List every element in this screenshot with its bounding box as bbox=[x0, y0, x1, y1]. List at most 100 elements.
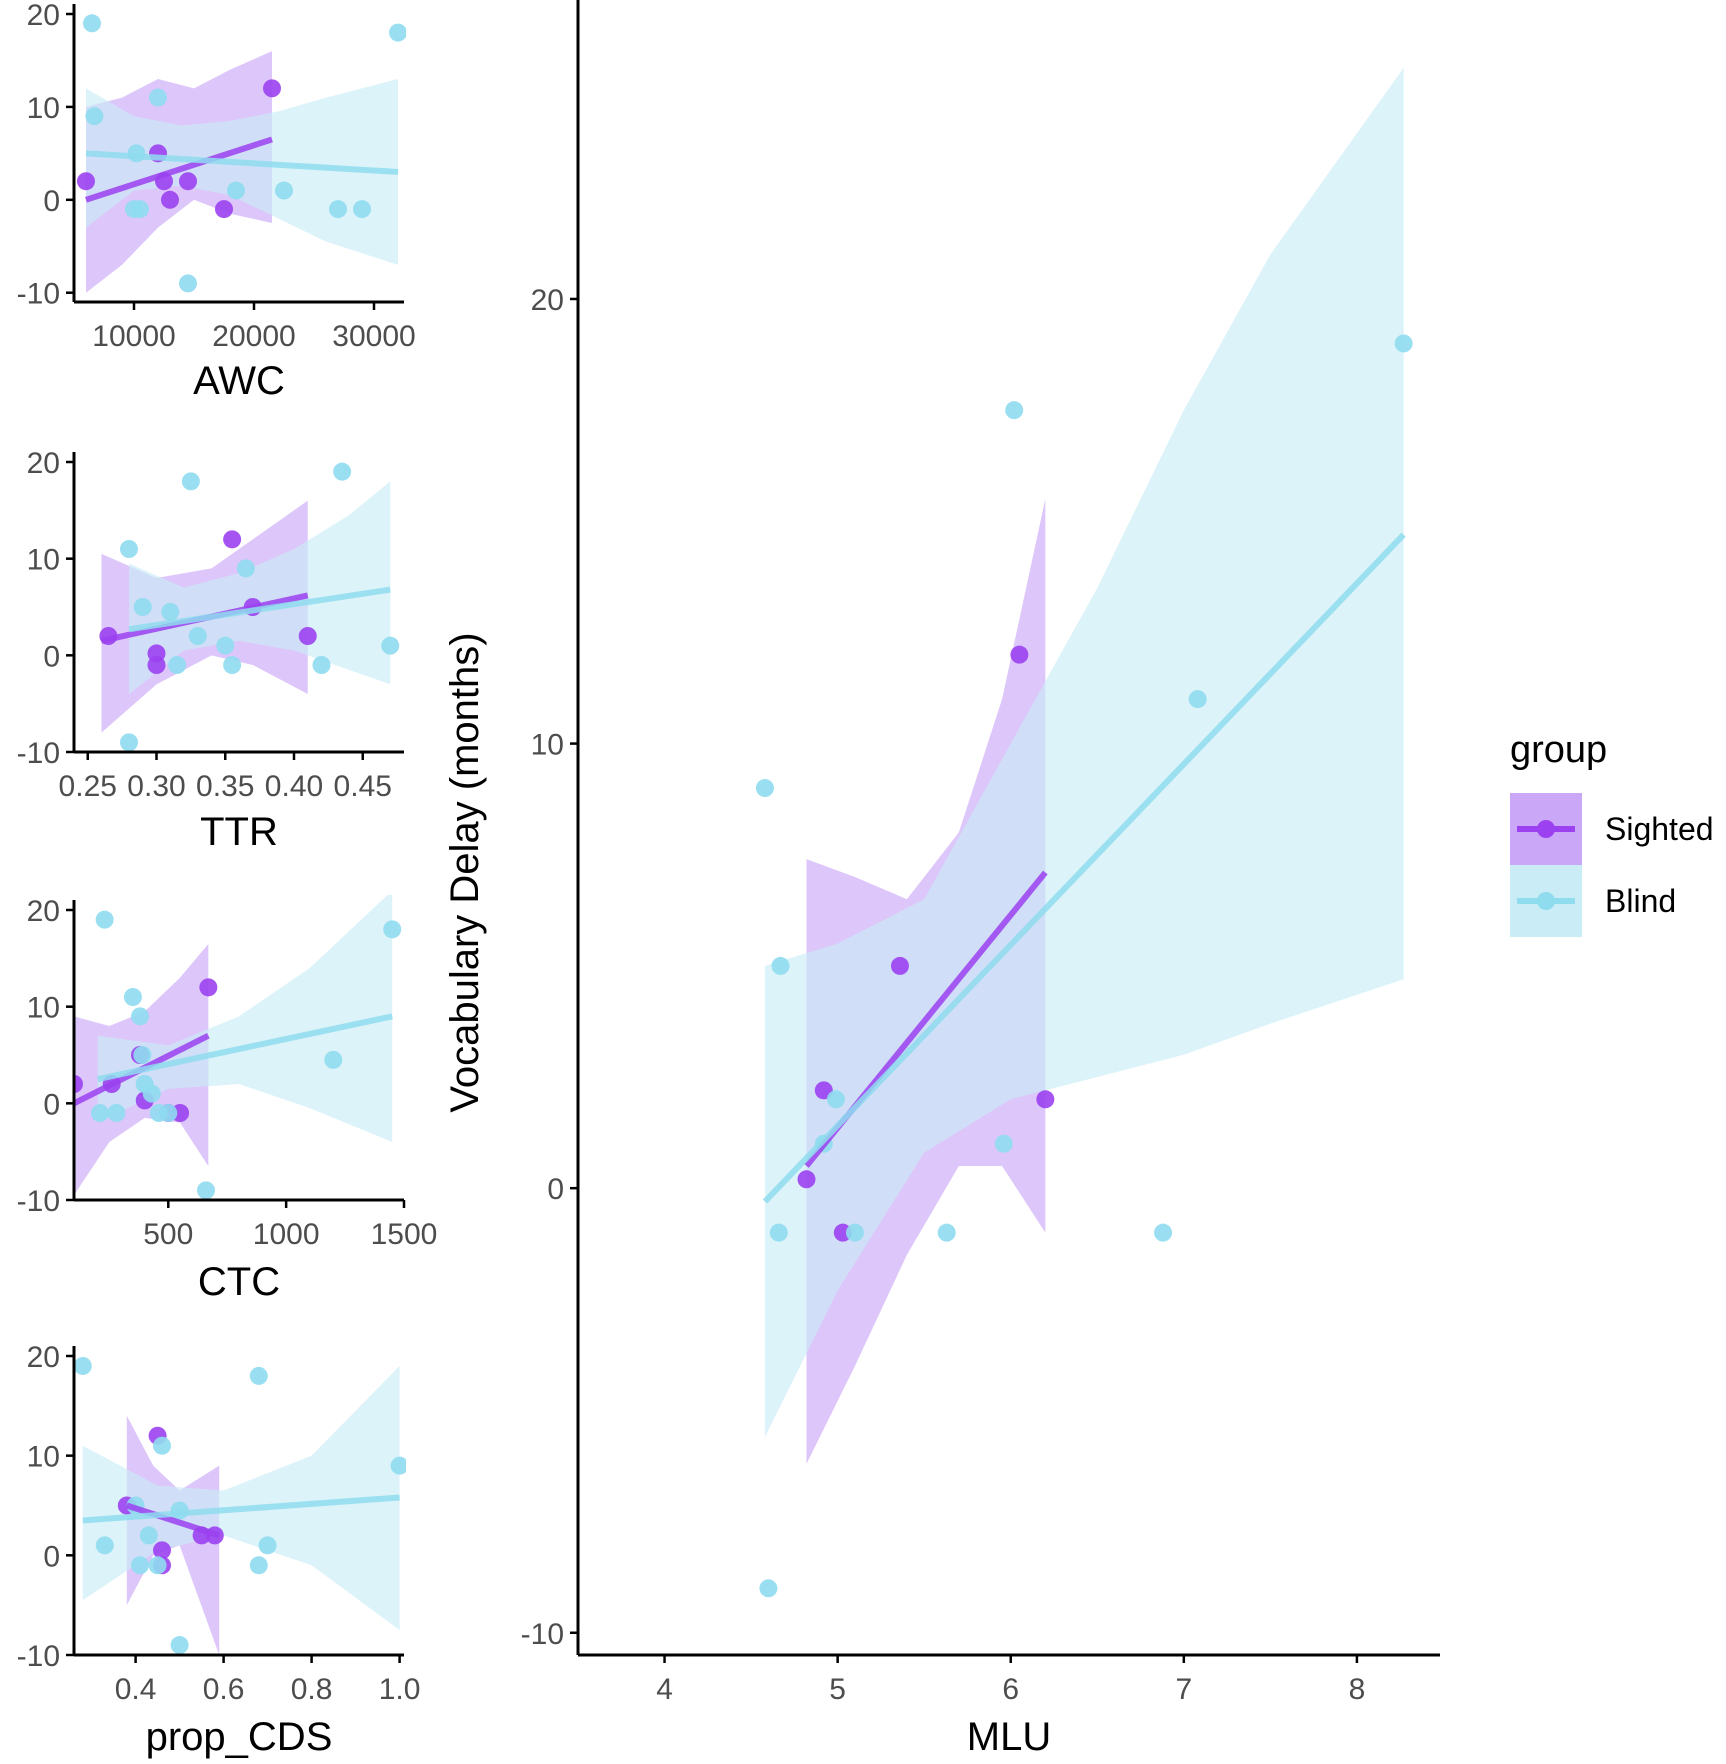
prop_cds-blind-point-11 bbox=[258, 1536, 277, 1555]
ttr-blind-point-1 bbox=[120, 733, 138, 752]
prop_cds-blind-confidence-band bbox=[82, 1365, 400, 1631]
mlu-blind-fit-line bbox=[762, 532, 1406, 1204]
ttr-sighted-point-3 bbox=[223, 530, 242, 549]
ttr-panel: -10 0 10 20 0.25 0.30 0.35 0.40 0.45 TTR bbox=[17, 447, 404, 854]
ctc-x-tick-label: 1000 bbox=[253, 1218, 320, 1251]
awc-plot-area bbox=[77, 14, 406, 293]
ttr-blind-fit-line bbox=[128, 586, 391, 633]
mlu-blind-point-12 bbox=[1394, 334, 1413, 353]
mlu-x-tick-label: 8 bbox=[1349, 1673, 1366, 1706]
prop_cds-sighted-point-2 bbox=[153, 1541, 171, 1560]
awc-blind-point-9 bbox=[329, 200, 347, 219]
ctc-blind-point-9 bbox=[159, 1104, 178, 1122]
ttr-blind-point-6 bbox=[188, 627, 207, 645]
mlu-plot-area bbox=[755, 67, 1413, 1598]
mlu-y-tick-label: -10 bbox=[521, 1618, 564, 1651]
awc-blind-point-10 bbox=[353, 200, 371, 219]
prop_cds-blind-point-12 bbox=[390, 1456, 406, 1475]
ctc-y-tick-label: 0 bbox=[43, 1088, 60, 1121]
awc-blind-fit-line bbox=[85, 150, 399, 175]
ctc-blind-fit-line bbox=[96, 1013, 393, 1083]
mlu-sighted-point-5 bbox=[1036, 1090, 1055, 1109]
ttr-blind-point-4 bbox=[168, 656, 187, 674]
ctc-x-axis-title: CTC bbox=[198, 1260, 280, 1304]
prop_cds-blind-point-10 bbox=[249, 1556, 268, 1575]
prop_cds-y-tick-label: 10 bbox=[27, 1441, 60, 1474]
mlu-blind-point-1 bbox=[759, 1579, 778, 1598]
ttr-blind-point-11 bbox=[333, 462, 352, 481]
ctc-sighted-point-6 bbox=[199, 978, 218, 997]
ttr-blind-point-12 bbox=[381, 636, 400, 655]
awc-x-tick-label: 30000 bbox=[332, 320, 415, 353]
ctc-y-tick-label: -10 bbox=[17, 1185, 60, 1218]
legend-key-blind-point bbox=[1537, 892, 1555, 910]
ttr-blind-point-8 bbox=[223, 656, 242, 674]
awc-y-tick-label: -10 bbox=[17, 278, 60, 311]
ctc-blind-point-3 bbox=[123, 988, 142, 1006]
ttr-x-axis-title: TTR bbox=[200, 810, 278, 854]
mlu-sighted-point-4 bbox=[1010, 645, 1029, 664]
ttr-sighted-point-2 bbox=[147, 656, 166, 674]
ttr-blind-point-7 bbox=[216, 636, 235, 655]
mlu-blind-point-7 bbox=[937, 1223, 956, 1242]
mlu-blind-confidence-band bbox=[764, 67, 1404, 1438]
mlu-blind-point-5 bbox=[826, 1090, 845, 1109]
prop_cds-y-tick-label: 20 bbox=[27, 1341, 60, 1374]
ctc-blind-point-5 bbox=[133, 1046, 152, 1064]
ctc-y-tick-label: 10 bbox=[27, 992, 60, 1025]
mlu-blind-point-6 bbox=[845, 1223, 864, 1242]
ctc-blind-point-4 bbox=[131, 1007, 149, 1026]
awc-y-tick-label: 0 bbox=[43, 185, 60, 218]
ttr-plot-area bbox=[99, 462, 400, 752]
prop_cds-panel: -10 0 10 20 0.4 0.6 0.8 1.0 prop_CDS bbox=[17, 1341, 421, 1759]
mlu-sighted-point-0 bbox=[797, 1170, 816, 1189]
prop_cds-blind-fit-line bbox=[82, 1494, 400, 1524]
ctc-blind-point-1 bbox=[90, 1104, 109, 1122]
ctc-panel: -10 0 10 20 500 1000 1500 CTC bbox=[17, 895, 437, 1304]
prop_cds-blind-point-0 bbox=[74, 1356, 92, 1375]
ctc-blind-point-10 bbox=[197, 1181, 215, 1200]
prop_cds-plot-area bbox=[74, 1356, 406, 1655]
prop_cds-blind-point-6 bbox=[153, 1436, 171, 1455]
ctc-plot-area bbox=[74, 895, 402, 1200]
legend: group Sighted Blind bbox=[1510, 729, 1714, 937]
ttr-blind-point-2 bbox=[133, 598, 152, 616]
awc-sighted-point-6 bbox=[263, 79, 281, 98]
prop_cds-blind-point-8 bbox=[170, 1636, 189, 1655]
legend-label-blind: Blind bbox=[1605, 883, 1676, 919]
awc-blind-point-2 bbox=[149, 88, 167, 107]
mlu-x-tick-label: 5 bbox=[829, 1673, 846, 1706]
awc-blind-point-8 bbox=[275, 181, 293, 200]
mlu-blind-point-11 bbox=[1188, 690, 1207, 709]
ctc-y-tick-label: 20 bbox=[27, 895, 60, 928]
awc-blind-point-6 bbox=[179, 274, 197, 293]
mlu-x-tick-label: 6 bbox=[1002, 1673, 1019, 1706]
awc-y-tick-label: 10 bbox=[27, 92, 60, 125]
prop_cds-blind-point-5 bbox=[148, 1556, 167, 1575]
awc-sighted-point-5 bbox=[215, 200, 233, 219]
ttr-x-tick-label: 0.30 bbox=[127, 770, 185, 803]
ctc-blind-point-0 bbox=[95, 910, 114, 929]
ttr-y-tick-label: -10 bbox=[17, 737, 60, 770]
awc-blind-point-7 bbox=[227, 181, 245, 200]
ctc-blind-point-7 bbox=[142, 1084, 161, 1103]
ctc-blind-point-12 bbox=[383, 920, 402, 939]
mlu-blind-point-9 bbox=[1005, 401, 1024, 420]
prop_cds-x-tick-label: 1.0 bbox=[379, 1673, 421, 1706]
mlu-x-tick-label: 4 bbox=[656, 1673, 673, 1706]
ctc-blind-point-11 bbox=[324, 1050, 343, 1069]
awc-x-axis-title: AWC bbox=[193, 359, 285, 403]
ctc-sighted-point-0 bbox=[74, 1075, 83, 1093]
ttr-x-tick-label: 0.40 bbox=[265, 770, 323, 803]
prop_cds-sighted-fit-line bbox=[125, 1502, 221, 1539]
ttr-blind-point-9 bbox=[236, 559, 255, 578]
prop_cds-x-tick-label: 0.6 bbox=[203, 1673, 245, 1706]
awc-sighted-point-4 bbox=[161, 190, 179, 209]
awc-y-tick-label: 20 bbox=[27, 0, 60, 32]
legend-label-sighted: Sighted bbox=[1605, 811, 1714, 847]
prop_cds-x-tick-label: 0.8 bbox=[291, 1673, 333, 1706]
prop_cds-x-axis-title: prop_CDS bbox=[146, 1715, 333, 1759]
prop_cds-blind-point-3 bbox=[131, 1556, 149, 1575]
